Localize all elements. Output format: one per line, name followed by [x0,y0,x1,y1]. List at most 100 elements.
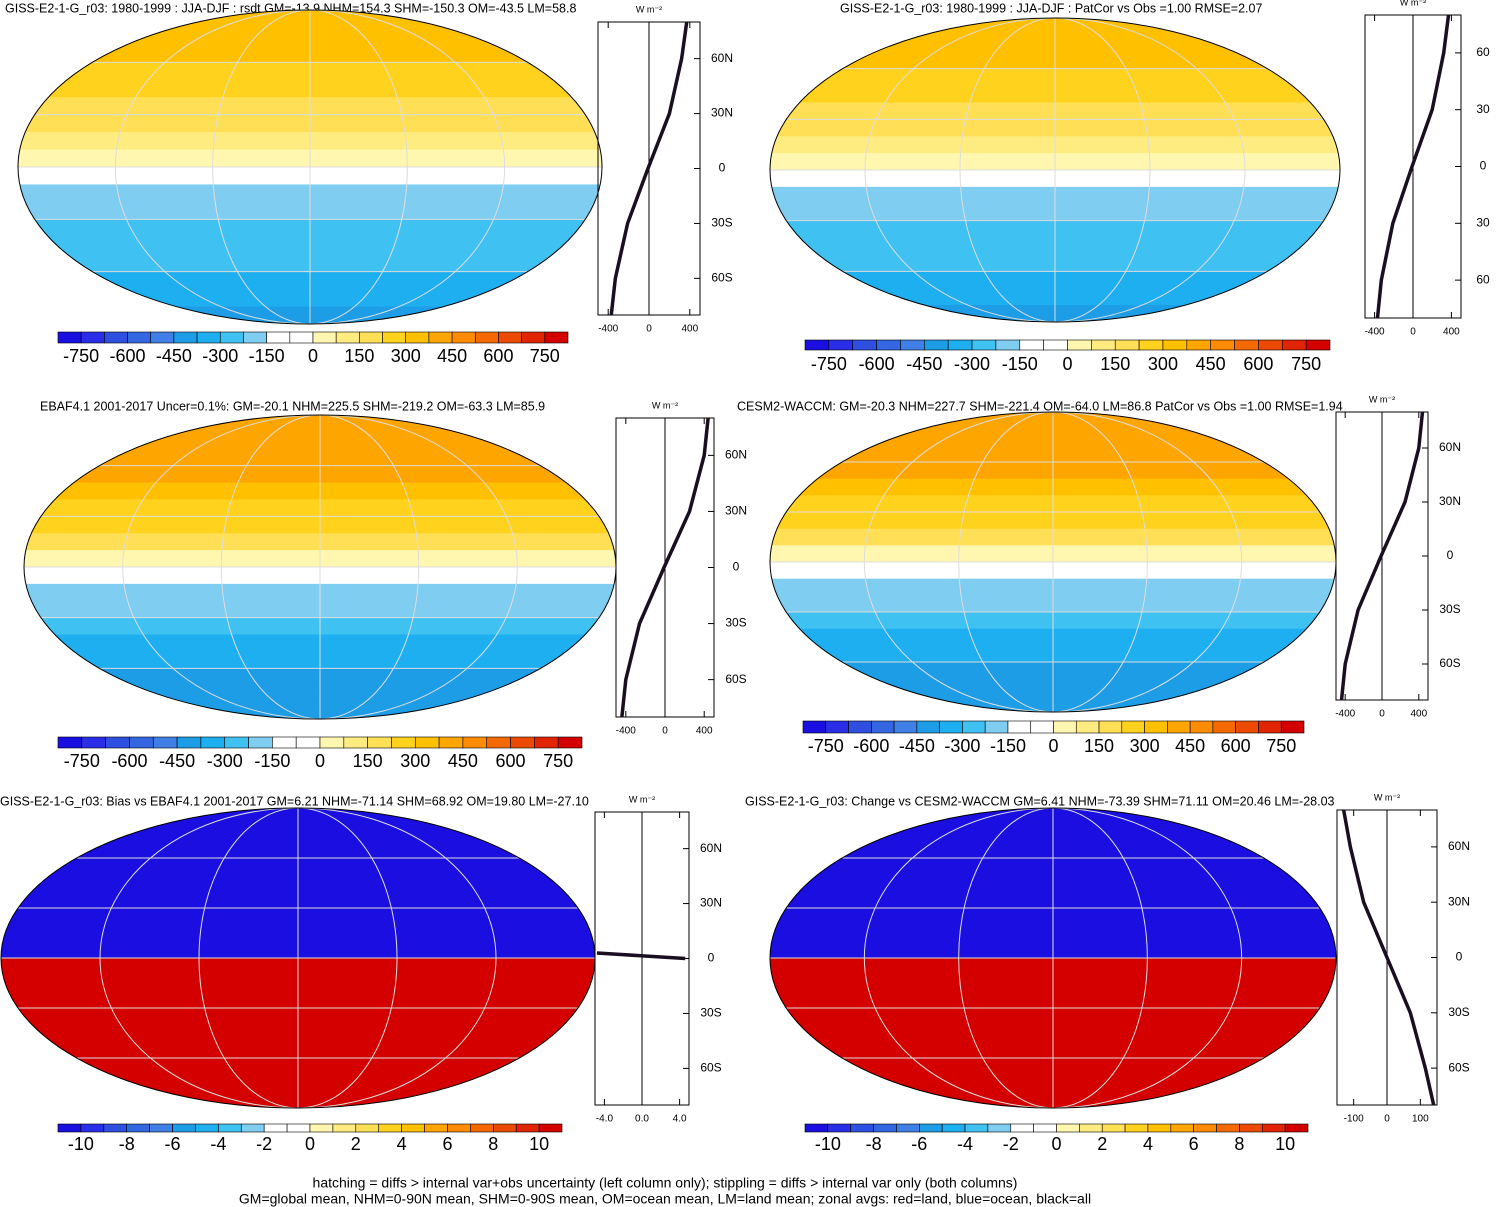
x-tick-label: -4.0 [596,1114,614,1125]
colorbar-box [289,331,314,344]
graticule [220,415,420,719]
colorbar-box [248,736,273,749]
colorbar-box [57,1123,82,1133]
map [770,18,1340,322]
y-tick-label: 0 [733,560,740,574]
colorbar-box [1189,720,1214,734]
colorbar-label: -10 [815,1134,841,1154]
colorbar-label: -150 [249,346,285,366]
colorbar-box [896,1123,920,1133]
colorbar-box [984,720,1009,734]
colorbar-box [152,736,178,749]
graticule [99,808,497,1108]
colorbar-label: 0 [308,346,318,366]
colorbar-box [240,1123,265,1133]
x-tick-label: 0.0 [635,1114,649,1125]
colorbar-label: 2 [351,1134,361,1154]
colorbar-box [470,1123,494,1133]
graticule [198,808,398,1108]
colorbar-label: -6 [911,1134,927,1154]
colorbar-box [941,1123,966,1133]
colorbar-box [382,331,407,344]
panel-title: GISS-E2-1-G_r03: 1980-1999 : JJA-DJF : P… [840,1,1262,15]
colorbar-box [332,1123,357,1133]
footer-line: hatching = diffs > internal var+obs unce… [313,1175,1018,1191]
colorbar-box [243,331,267,344]
map [770,412,1336,712]
profile-units: W m⁻² [629,794,655,804]
colorbar-label: 600 [1221,736,1251,756]
y-tick-label: 0 [1456,950,1463,964]
panel-title: GISS-E2-1-G_r03: 1980-1999 : JJA-DJF : r… [5,1,576,15]
y-tick-label: 30 [1476,102,1490,116]
colorbar-box [1079,1123,1103,1133]
colorbar-box [876,339,901,351]
colorbar-box [176,736,202,749]
panel-title: GISS-E2-1-G_r03: Change vs CESM2-WACCM G… [745,794,1335,808]
colorbar-box [804,1123,829,1133]
colorbar-label: 150 [1100,354,1130,374]
colorbar-label: -450 [899,736,935,756]
y-tick-label: 60 [1476,45,1490,59]
y-tick-label: 30S [700,1006,721,1020]
colorbar-box [924,339,949,351]
colorbar-label: -10 [68,1134,94,1154]
panel-title: CESM2-WACCM: GM=-20.3 NHM=227.7 SHM=-221… [737,399,1343,413]
colorbar-box [1144,720,1168,734]
map [770,808,1336,1108]
colorbar-box [462,736,488,749]
colorbar-label: 300 [1148,354,1178,374]
graticule [863,412,1243,712]
profile-units: W m⁻² [652,400,678,410]
colorbar-label: 6 [442,1134,452,1154]
colorbar-label: 750 [543,751,573,771]
colorbar-box [538,1123,563,1133]
colorbar-box [1281,339,1307,351]
y-tick-label: 30N [700,896,722,910]
colorbar-box [103,1123,128,1133]
colorbar-box [521,331,546,344]
x-tick-label: 0 [662,726,668,737]
colorbar-box [1010,1123,1034,1133]
colorbar-box [995,339,1021,351]
colorbar-box [1284,1123,1309,1133]
colorbar-box [1167,720,1191,734]
colorbar-box [893,720,918,734]
colorbar-label: -450 [159,751,195,771]
colorbar-box [871,720,895,734]
colorbar-box [510,736,535,749]
colorbar-box [1019,339,1044,351]
colorbar-box [947,339,973,351]
colorbar-box [848,720,872,734]
colorbar-box [1216,1123,1240,1133]
colorbar-box [405,331,430,344]
colorbar-box [295,736,321,749]
colorbar-box [900,339,925,351]
colorbar-label: 600 [496,751,526,771]
colorbar-box [309,1123,334,1133]
y-tick-label: 60N [711,51,733,65]
graticule [864,18,1246,322]
colorbar-box [486,736,511,749]
colorbar-label: -4 [957,1134,973,1154]
colorbar-box [1210,339,1235,351]
colorbar-box [1234,339,1259,351]
colorbar-box [57,736,83,749]
colorbar-label: -600 [110,346,146,366]
colorbar-label: 450 [437,346,467,366]
x-tick-label: -400 [1335,709,1355,720]
profile-units: W m⁻² [1369,394,1395,404]
colorbar-box [1007,720,1032,734]
colorbar-label: 150 [1084,736,1114,756]
colorbar-box [1121,720,1145,734]
y-tick-label: 30S [711,216,732,230]
colorbar-box [378,1123,402,1133]
colorbar-label: -750 [63,346,99,366]
colorbar-box [1098,720,1123,734]
colorbar-box [391,736,416,749]
zonal-profile [1341,809,1436,1106]
colorbar-label: -300 [207,751,243,771]
colorbar-label: 0 [1048,736,1058,756]
y-tick-label: 60S [1439,656,1460,670]
colorbar-label: -300 [954,354,990,374]
